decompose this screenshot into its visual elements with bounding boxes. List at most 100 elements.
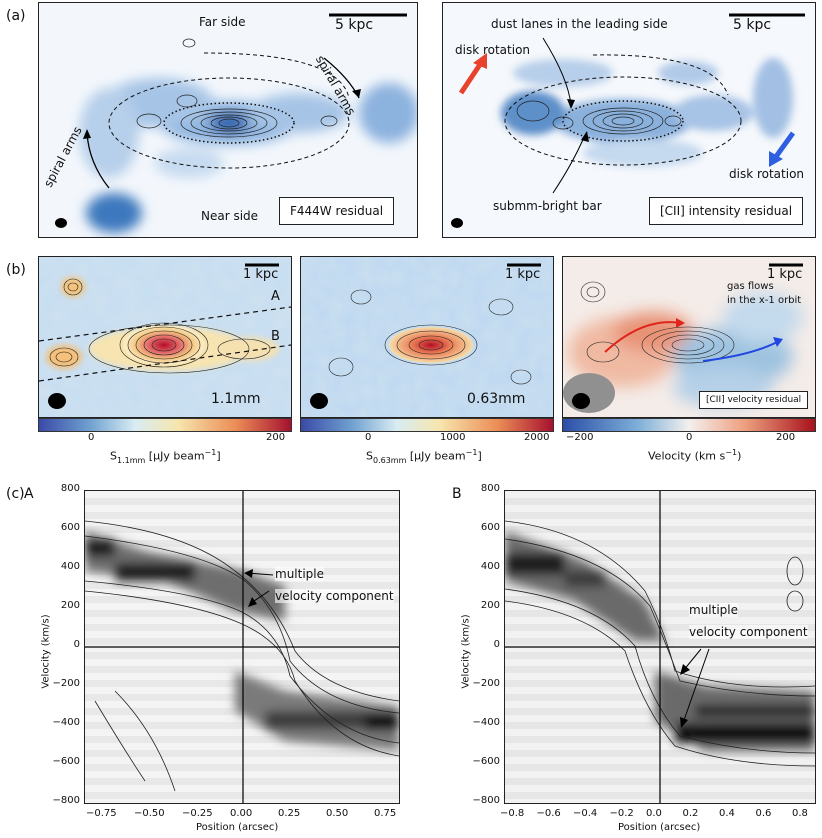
beam-marker xyxy=(572,393,590,409)
x-tick-label: 0.25 xyxy=(278,808,301,819)
core-emission xyxy=(389,327,473,363)
scale-label: 5 kpc xyxy=(733,17,772,33)
blue-flow-arrow xyxy=(702,340,780,362)
beam-grey xyxy=(563,373,615,413)
panel-b1: 1 kpc A B 1.1mm xyxy=(38,256,292,418)
beam-marker xyxy=(48,393,66,409)
row-label-a: (a) xyxy=(6,8,26,24)
cbar-tick: 0 xyxy=(365,432,372,443)
y-tick-label: −600 xyxy=(52,756,80,767)
panel-a-right-label: [CII] intensity residual xyxy=(649,197,804,225)
panel-b1-map xyxy=(39,257,291,417)
slit-b-label: B xyxy=(271,329,280,344)
rotation-arrow-red xyxy=(458,61,484,95)
y-tick-label: 400 xyxy=(480,561,500,572)
y-tick-label: 0 xyxy=(73,639,80,650)
near-side-label: Near side xyxy=(201,209,259,223)
panel-b3-label: [CII] velocity residual xyxy=(699,391,809,409)
x-tick-label: 0.4 xyxy=(719,808,735,819)
x-tick-label: 0.8 xyxy=(792,808,808,819)
y-tick-label: 600 xyxy=(60,522,80,533)
panel-a-right: 5 kpc dust lanes in the leading side dis… xyxy=(442,2,816,238)
far-side-label: Far side xyxy=(199,15,246,29)
colorbar-b3 xyxy=(562,418,816,432)
cbar-tick: 2000 xyxy=(524,432,550,443)
y-tick-label: 200 xyxy=(60,600,80,611)
band-label: 1.1mm xyxy=(211,391,261,407)
colorbar-b2 xyxy=(300,418,554,432)
x-tick-label: −0.6 xyxy=(536,808,561,819)
cbar-tick: −200 xyxy=(566,432,594,443)
y-tick-label: 400 xyxy=(60,561,80,572)
y-tick-label: −400 xyxy=(472,717,500,728)
annot-velocity: velocity component xyxy=(689,625,808,639)
cbar-label-b1: S1.1mm [μJy beam−1] xyxy=(110,448,221,465)
panel-cA: multiple velocity component xyxy=(84,490,400,804)
red-flow-arrow xyxy=(604,321,682,353)
x-tick-label: −0.2 xyxy=(609,808,634,819)
disk-rotation-left-label: disk rotation xyxy=(455,43,531,57)
x-tick-label: 0.6 xyxy=(755,808,772,819)
panel-b2: 1 kpc 0.63mm xyxy=(300,256,554,418)
y-tick-label: 200 xyxy=(480,600,500,611)
beam-marker xyxy=(310,393,328,409)
y-tick-label: −800 xyxy=(52,795,80,806)
x-tick-label: −0.4 xyxy=(573,808,598,819)
cbar-tick: 200 xyxy=(266,432,286,443)
cbar-label-b2: S0.63mm [μJy beam−1] xyxy=(366,448,482,465)
slit-line-a xyxy=(39,306,291,342)
bar-arrow xyxy=(552,134,586,194)
cbar-tick: 200 xyxy=(776,432,796,443)
cbar-tick: 0 xyxy=(88,432,95,443)
slit-a-label: A xyxy=(271,289,280,304)
colorbar-b1 xyxy=(38,418,292,432)
xlabel-a: Position (arcsec) xyxy=(196,822,279,833)
cbar-tick: 0 xyxy=(686,432,693,443)
panel-cB: multiple velocity component xyxy=(504,490,816,804)
x-tick-label: 0.75 xyxy=(374,808,397,819)
disk-rotation-right-label: disk rotation xyxy=(729,167,805,181)
panel-b2-map xyxy=(301,257,553,417)
ylabel-a: Velocity (km/s) xyxy=(40,614,52,689)
cii-emission xyxy=(501,58,793,167)
annot-velocity: velocity component xyxy=(275,589,394,603)
dust-lanes-label: dust lanes in the leading side xyxy=(491,17,668,31)
y-tick-label: −400 xyxy=(52,717,80,728)
beam-marker xyxy=(55,218,67,228)
x-tick-label: 0.50 xyxy=(326,808,349,819)
cii-contours xyxy=(516,100,682,135)
scale-label: 1 kpc xyxy=(505,267,541,282)
band-label: 0.63mm xyxy=(467,391,526,407)
x-tick-label: −0.75 xyxy=(86,808,117,819)
pv-diagram-b xyxy=(505,491,815,803)
scale-label: 1 kpc xyxy=(767,267,803,282)
scale-label: 5 kpc xyxy=(335,17,374,33)
y-tick-label: −200 xyxy=(472,678,500,689)
xlabel-b: Position (arcsec) xyxy=(618,822,701,833)
annot-multiple: multiple xyxy=(275,567,325,581)
rotation-arrow-blue xyxy=(772,131,796,160)
beam-marker xyxy=(451,218,463,228)
y-tick-label: 800 xyxy=(480,483,500,494)
gas-flows-label-2: in the x-1 orbit xyxy=(727,295,802,306)
y-tick-label: 0 xyxy=(493,639,500,650)
bar-label: submm-bright bar xyxy=(493,199,602,213)
pv-diagram-a xyxy=(85,491,399,803)
row-label-b: (b) xyxy=(6,262,26,278)
ylabel-b: Velocity (km/s) xyxy=(460,614,472,689)
cbar-label-b3: Velocity (km s−1) xyxy=(648,448,742,463)
panel-cA-title: A xyxy=(24,486,34,502)
row-label-c: (c) xyxy=(6,486,25,502)
x-tick-label: 0.00 xyxy=(230,808,253,819)
panel-b3: 1 kpc gas flows in the x-1 orbit [CII] v… xyxy=(562,256,816,418)
x-tick-label: 0.0 xyxy=(646,808,662,819)
y-tick-label: −200 xyxy=(52,678,80,689)
x-tick-label: −0.8 xyxy=(500,808,525,819)
orbit-ellipses xyxy=(108,52,350,169)
panel-a-left: 5 kpc Far side Near side spiral arms spi… xyxy=(38,2,418,238)
x-tick-label: 0.2 xyxy=(682,808,699,819)
y-tick-label: −800 xyxy=(472,795,500,806)
y-tick-label: −600 xyxy=(472,756,500,767)
y-tick-label: 800 xyxy=(60,483,80,494)
panel-cB-title: B xyxy=(452,486,462,502)
